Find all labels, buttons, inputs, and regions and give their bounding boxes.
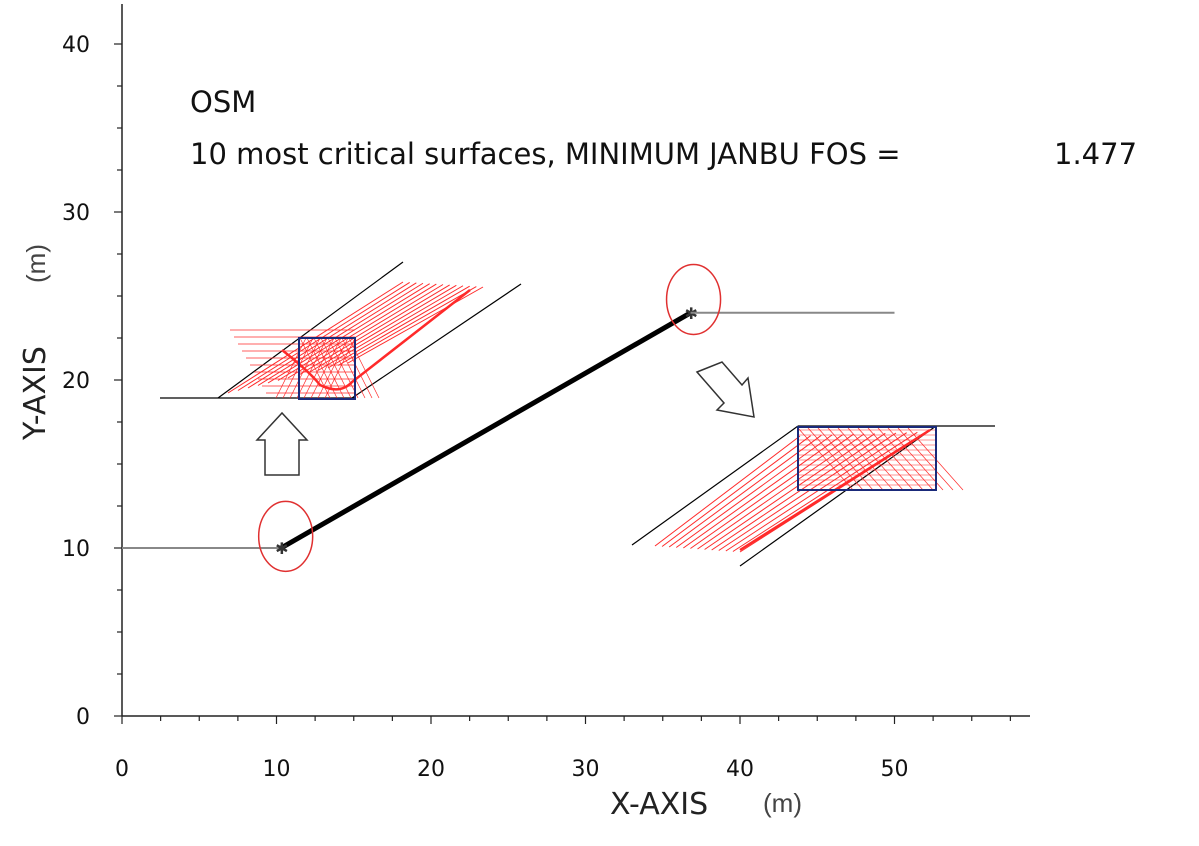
crest-box-hatch: [897, 427, 954, 491]
fos-summary-label: 10 most critical surfaces, MINIMUM JANBU…: [190, 137, 901, 171]
y-tick-label: 0: [76, 705, 90, 730]
toe-critical-surface: [281, 289, 471, 391]
toe-box-hatch: [310, 337, 342, 399]
x-axis-unit: (m): [763, 788, 802, 818]
toe-box-hatch: [306, 337, 338, 399]
ticks: [114, 43, 1011, 724]
x-tick-label: 50: [881, 757, 909, 782]
toe-surface-line: [287, 284, 444, 379]
crest-surface-line: [668, 434, 822, 548]
x-tick-label: 20: [417, 757, 445, 782]
toe-box-hatch: [320, 337, 352, 399]
toe-box-hatch: [341, 337, 373, 399]
toe-box-hatch: [299, 337, 331, 399]
toe-box-hatch: [324, 337, 356, 399]
toe-box-hatch: [289, 337, 321, 399]
toe-surface-line: [277, 283, 437, 381]
crest-box-hatch: [867, 427, 924, 491]
crest-box-hatch: [837, 427, 894, 491]
toe-box-hatch: [275, 337, 307, 399]
highlight-layer: [257, 263, 722, 573]
toe-surface-line: [297, 284, 450, 376]
crest-box-hatch: [827, 427, 884, 491]
y-tick-label: 40: [62, 33, 90, 58]
crest-box-hatch: [797, 427, 854, 491]
toe-box-hatch: [296, 337, 328, 399]
crest-surface-line: [704, 433, 875, 550]
crest-box-hatch: [877, 427, 934, 491]
x-tick-label: 0: [115, 757, 129, 782]
series-line-1: [279, 310, 692, 551]
toe-surface-line: [317, 285, 464, 371]
y-tick-label: 20: [62, 369, 90, 394]
toe-focus-box: [298, 337, 356, 400]
toe-box-hatch: [327, 337, 359, 399]
crest-surface-line: [697, 433, 865, 550]
crest-box-hatch: [887, 427, 944, 491]
crest-surface-line: [690, 433, 854, 549]
axes: [121, 4, 1030, 717]
toe-detail-inset: [160, 261, 522, 400]
y-tick-label: 10: [62, 537, 90, 562]
toe-slope-lower-line: [351, 283, 522, 399]
highlight-ellipse: [257, 500, 314, 573]
x-axis-title: X-AXIS: [610, 787, 708, 822]
crest-slope-lower-line: [739, 425, 937, 567]
crest-slope-upper-line: [631, 425, 799, 546]
tick-labels: 0 10 20 30 40 50 0 10 20 30 40: [62, 33, 909, 782]
crest-surface-line: [661, 435, 811, 547]
toe-box-hatch: [303, 337, 335, 399]
x-tick-label: 10: [263, 757, 291, 782]
fos-value-label: 1.477: [1054, 137, 1137, 171]
highlight-ellipse: [665, 263, 722, 336]
toe-box-hatch: [334, 337, 366, 399]
crest-box-hatch: [857, 427, 914, 491]
slope-node-marker: ✱: [275, 539, 288, 558]
toe-box-hatch: [313, 337, 345, 399]
crest-surface-line: [675, 434, 833, 548]
crest-surface-line: [654, 435, 801, 547]
down-right-arrow-icon: [695, 361, 755, 418]
crest-detail-inset: [631, 425, 995, 567]
y-axis-unit: (m): [21, 244, 51, 283]
crest-box-hatch: [807, 427, 864, 491]
crest-surface-line: [683, 434, 843, 549]
crest-box-hatch: [847, 427, 904, 491]
toe-box-hatch: [317, 337, 349, 399]
method-label: OSM: [190, 85, 256, 119]
up-arrow-icon: [255, 411, 309, 476]
toe-surface-line: [337, 286, 477, 366]
crest-box-hatch: [817, 427, 874, 491]
crest-surface-line: [718, 432, 897, 551]
x-tick-label: 30: [572, 757, 600, 782]
x-tick-label: 40: [726, 757, 754, 782]
crest-surface-line: [732, 431, 918, 552]
crest-focus-box: [797, 426, 937, 491]
toe-surface-line: [347, 286, 484, 364]
toe-surface-line: [267, 283, 430, 384]
toe-surface-line: [327, 285, 470, 369]
toe-surface-line: [237, 281, 410, 391]
y-axis-title: Y-AXIS: [18, 346, 53, 441]
y-tick-label: 30: [62, 201, 90, 226]
crest-surface-line: [711, 432, 886, 551]
crest-surface-line: [725, 432, 907, 552]
toe-surface-line: [247, 282, 417, 389]
series-layer: ✱✱: [122, 304, 895, 558]
toe-surface-line: [257, 282, 424, 386]
